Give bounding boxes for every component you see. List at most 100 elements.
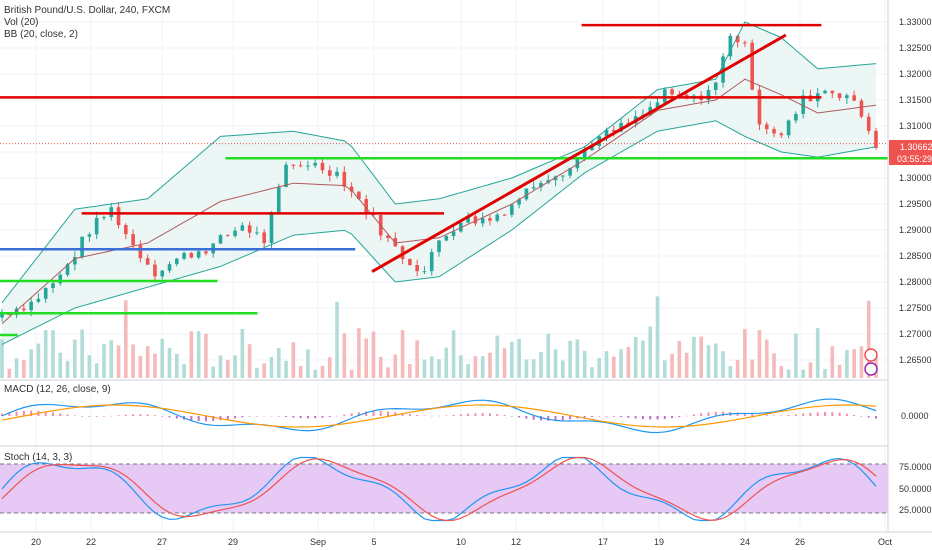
candle-body	[335, 171, 339, 176]
macd-histogram-bar	[714, 411, 717, 416]
macd-histogram-bar	[408, 414, 411, 416]
volume-bar	[677, 340, 682, 378]
price-tick-label: 1.28000	[899, 277, 932, 287]
volume-bar	[757, 330, 762, 378]
volume-bar	[684, 352, 689, 378]
candle-body	[65, 264, 70, 275]
study-bb-label[interactable]: BB (20, close, 2)	[4, 29, 78, 40]
stoch-title[interactable]: Stoch (14, 3, 3)	[4, 452, 72, 463]
volume-bar	[43, 330, 48, 378]
macd-histogram-bar	[343, 414, 346, 416]
candle-body	[342, 171, 347, 187]
volume-bar	[196, 331, 201, 378]
candle-body	[73, 257, 77, 265]
volume-bar	[102, 343, 106, 378]
candle-body	[386, 235, 390, 239]
volume-bar	[36, 343, 41, 378]
macd-histogram-bar	[722, 411, 725, 416]
macd-histogram-bar	[44, 411, 47, 416]
macd-histogram-bar	[634, 416, 637, 419]
time-axis[interactable]: 20 22 27 29 Sep 5 10 12 17 19 24 26 Oct	[31, 537, 893, 547]
candle-body	[429, 252, 434, 272]
candle-body	[772, 129, 776, 134]
macd-histogram-bar	[590, 416, 593, 417]
candle-body	[233, 230, 237, 236]
volume-bar	[626, 346, 631, 378]
support-resistance-lines[interactable]	[0, 23, 888, 337]
volume-bar	[189, 331, 194, 378]
event-badge-icon[interactable]	[864, 362, 878, 376]
candle-body	[14, 308, 19, 315]
candle-body	[473, 216, 478, 224]
candle-body	[124, 225, 128, 235]
macd-histogram-bar	[270, 415, 273, 417]
macd-histogram-bar	[241, 416, 244, 418]
macd-histogram-bar	[336, 415, 339, 417]
volume-bar	[371, 331, 376, 378]
candle-body	[320, 162, 325, 171]
candle-body	[94, 217, 99, 235]
candle-body	[357, 191, 361, 200]
macd-histogram-bar	[802, 413, 805, 416]
study-vol-label[interactable]: Vol (20)	[4, 17, 38, 28]
candle-body	[116, 207, 121, 226]
time-tick-label: 27	[157, 537, 167, 547]
macd-histogram-bar	[314, 416, 317, 419]
price-axis[interactable]: 1.330001.325001.320001.315001.310001.305…	[899, 17, 932, 365]
candle-body	[706, 89, 711, 100]
candle-body	[495, 214, 500, 221]
macd-histogram-bar	[350, 413, 353, 416]
candle-body	[255, 232, 259, 234]
candle-body	[480, 218, 485, 224]
volume-bar	[291, 342, 296, 378]
macd-histogram-bar	[831, 412, 834, 416]
macd-histogram-bar	[328, 416, 331, 417]
volume-bar	[298, 366, 303, 378]
price-tick-label: 1.27000	[899, 329, 932, 339]
volume-bar	[7, 368, 12, 378]
volume-bar	[204, 333, 208, 378]
macd-histogram-bar	[248, 416, 251, 417]
alert-badge-icon[interactable]	[864, 348, 878, 362]
volume-bar	[22, 360, 26, 378]
candle-body	[845, 95, 849, 99]
time-tick-label: 5	[371, 537, 376, 547]
macd-histogram-bar	[102, 416, 105, 417]
candle-body	[561, 175, 565, 177]
macd-histogram-bar	[132, 414, 135, 416]
candle-body	[874, 130, 878, 148]
volume-bar	[779, 366, 784, 378]
macd-histogram-bar	[110, 415, 113, 417]
macd-histogram-bar	[306, 416, 309, 419]
uptrend-line[interactable]	[371, 33, 787, 273]
volume-bar	[29, 349, 33, 378]
candle-body	[182, 253, 186, 259]
macd-histogram-bar	[751, 414, 754, 416]
macd-title[interactable]: MACD (12, 26, close, 9)	[4, 384, 111, 395]
bollinger-lower-band	[1, 120, 877, 345]
macd-histogram-bar	[845, 413, 848, 416]
volume-bar	[801, 369, 805, 378]
volume-bars	[0, 296, 878, 378]
trendline[interactable]	[371, 33, 787, 273]
candle-body	[444, 235, 449, 241]
candle-body	[22, 308, 26, 311]
macd-histogram-bar	[816, 412, 819, 416]
macd-histogram-bar	[649, 416, 652, 420]
candle-body	[291, 164, 296, 166]
volume-bar	[546, 333, 551, 378]
time-tick-label: 10	[456, 537, 466, 547]
volume-bar	[218, 355, 223, 378]
macd-histogram-bar	[372, 411, 375, 416]
price-tick-label: 1.32000	[899, 69, 932, 79]
price-tick-label: 1.26500	[899, 355, 932, 365]
candle-body	[87, 234, 92, 237]
volume-bar	[138, 355, 143, 378]
volume-bar	[502, 348, 507, 378]
candle-body	[735, 35, 740, 43]
volume-bar	[451, 330, 456, 378]
volume-bar	[437, 359, 441, 378]
candle-body	[437, 240, 441, 253]
symbol-title[interactable]: British Pound/U.S. Dollar, 240, FXCM	[4, 5, 170, 16]
